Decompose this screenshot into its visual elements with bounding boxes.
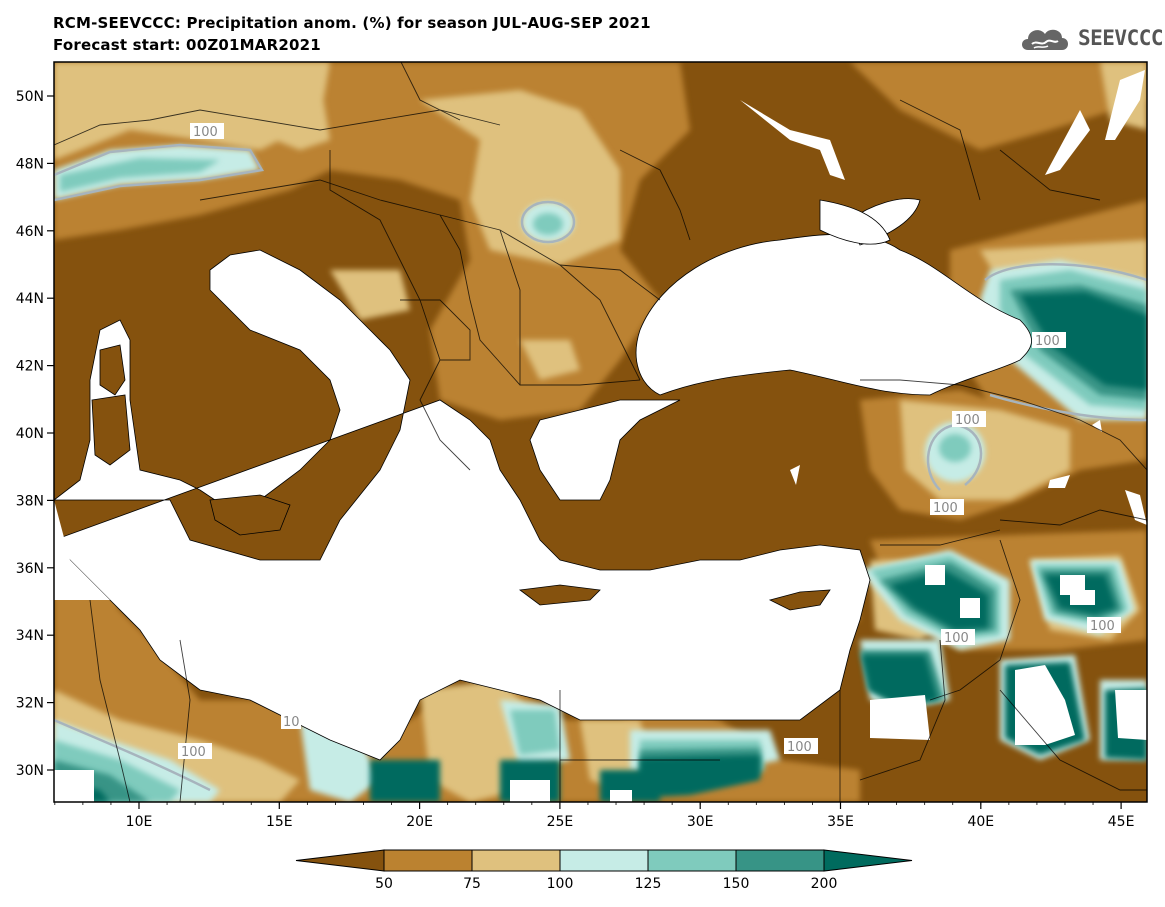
colorbar-tick-label: 50 <box>375 876 393 892</box>
colorbar-tick-label: 75 <box>463 876 481 892</box>
lon-tick-label: 30E <box>687 814 714 830</box>
lat-tick-label: 50N <box>16 89 44 105</box>
map-frame <box>53 61 1148 803</box>
lon-tick-label: 10E <box>126 814 153 830</box>
lat-tick-label: 48N <box>16 156 44 172</box>
lat-tick-label: 34N <box>16 628 44 644</box>
colorbar-tick-label: 200 <box>811 876 838 892</box>
lon-tick-label: 45E <box>1108 814 1135 830</box>
lon-tick-label: 35E <box>827 814 854 830</box>
lat-tick-label: 38N <box>16 493 44 509</box>
forecast-start: Forecast start: 00Z01MAR2021 <box>53 36 321 54</box>
contour-label: 100 <box>955 413 980 428</box>
colorbar-segment <box>735 849 825 872</box>
colorbar-segment <box>383 849 473 872</box>
brand-logo: SEEVCCC <box>1018 22 1164 54</box>
map-title: RCM-SEEVCCC: Precipitation anom. (%) for… <box>53 14 651 32</box>
colorbar: 50 75 100 125 150 200 <box>295 849 913 892</box>
islands <box>91 199 891 611</box>
masked-areas <box>54 70 1147 802</box>
colorbar-tick-label: 100 <box>547 876 574 892</box>
cloud-logo-icon <box>1022 29 1068 50</box>
contour-labels: 100 100 100 100 100 100 100 100 10 <box>178 123 1121 760</box>
contour-label: 100 <box>193 125 218 140</box>
lat-tick-label: 46N <box>16 224 44 240</box>
sea-areas <box>54 198 1032 761</box>
lat-tick-label: 44N <box>16 291 44 307</box>
lat-tick-label: 36N <box>16 561 44 577</box>
contour-label: 100 <box>1035 334 1060 349</box>
colorbar-segment <box>647 849 737 872</box>
lon-tick-label: 20E <box>406 814 433 830</box>
lon-tick-label: 15E <box>266 814 293 830</box>
lat-tick-label: 42N <box>16 359 44 375</box>
contour-label: 100 <box>1090 619 1115 634</box>
colorbar-segment <box>559 849 649 872</box>
colorbar-segment <box>471 849 561 872</box>
lon-tick-label: 40E <box>967 814 994 830</box>
country-borders <box>54 62 1147 802</box>
colorbar-tick-label: 125 <box>635 876 662 892</box>
contour-label: 10 <box>283 715 300 730</box>
latitude-axis: 50N 48N 46N 44N 42N 40N 38N 36N 34N 32N 30N <box>16 89 54 779</box>
contour-100-lines <box>54 143 1147 792</box>
contour-label: 100 <box>181 745 206 760</box>
brand-name: SEEVCCC <box>1078 26 1164 50</box>
contour-label: 100 <box>933 501 958 516</box>
colorbar-tick-label: 150 <box>723 876 750 892</box>
contour-label: 100 <box>787 740 812 755</box>
colorbar-segment <box>823 849 913 872</box>
longitude-axis: 10E 15E 20E 25E 30E 35E 40E 45E <box>54 802 1135 830</box>
lon-tick-label: 25E <box>547 814 574 830</box>
lat-tick-label: 40N <box>16 426 44 442</box>
colorbar-segment <box>295 849 385 872</box>
lat-tick-label: 30N <box>16 763 44 779</box>
lat-tick-label: 32N <box>16 696 44 712</box>
contour-label: 100 <box>944 631 969 646</box>
